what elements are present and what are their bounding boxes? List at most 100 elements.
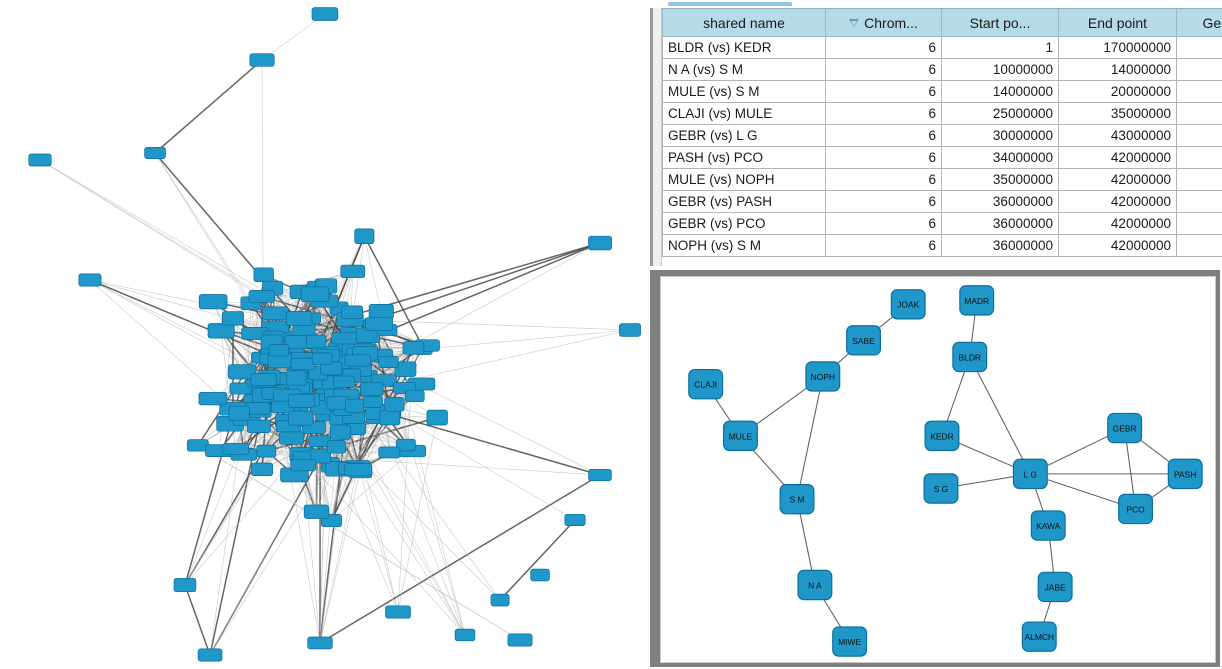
node-shape[interactable] — [384, 397, 405, 412]
full-network-node[interactable] — [221, 311, 244, 326]
full-network-node[interactable] — [619, 323, 641, 337]
full-network-node[interactable] — [564, 513, 586, 526]
table-row[interactable]: NOPH (vs) S M636000000420000009.9 — [662, 234, 1222, 257]
node-shape[interactable] — [402, 341, 425, 355]
node-shape[interactable] — [952, 341, 988, 373]
node-shape[interactable] — [279, 431, 305, 445]
full-network-node[interactable] — [285, 370, 307, 386]
full-network-edge[interactable] — [261, 13, 326, 61]
full-network-edge[interactable] — [499, 519, 576, 601]
subnetwork-node[interactable]: KAWA — [1030, 510, 1066, 541]
subnetwork-node[interactable]: GEBR — [1107, 412, 1143, 444]
node-shape[interactable] — [207, 323, 235, 339]
cell-chromosome[interactable]: 6 — [825, 80, 942, 103]
cell-genetic[interactable]: 8.4 — [1176, 212, 1222, 235]
full-network-node[interactable] — [248, 290, 276, 303]
cell-end_point[interactable]: 42000000 — [1058, 212, 1177, 235]
node-shape[interactable] — [1107, 412, 1143, 444]
full-network-node[interactable] — [253, 267, 274, 283]
full-network-edge[interactable] — [331, 450, 413, 521]
node-shape[interactable] — [344, 354, 371, 367]
node-shape[interactable] — [1118, 493, 1154, 525]
cell-chromosome[interactable]: 6 — [825, 168, 942, 191]
node-shape[interactable] — [311, 7, 339, 21]
cell-genetic[interactable]: 7.5 — [1176, 80, 1222, 103]
full-network-node[interactable] — [207, 323, 235, 339]
full-network-node[interactable] — [490, 593, 510, 607]
full-network-edge[interactable] — [301, 454, 466, 636]
full-network-node[interactable] — [588, 235, 612, 251]
node-shape[interactable] — [249, 53, 275, 67]
cell-chromosome[interactable]: 6 — [825, 146, 942, 169]
cell-end_point[interactable]: 42000000 — [1058, 234, 1177, 257]
cell-chromosome[interactable]: 6 — [825, 190, 942, 213]
node-shape[interactable] — [248, 290, 276, 303]
cell-genetic[interactable]: 5.9 — [1176, 102, 1222, 125]
subnetwork-node[interactable]: ALMCH — [1021, 621, 1057, 652]
cell-end_point[interactable]: 170000000 — [1058, 36, 1177, 59]
cell-shared_name[interactable]: BLDR (vs) KEDR — [662, 36, 826, 59]
full-network-node[interactable] — [344, 463, 373, 477]
full-network-node[interactable] — [256, 444, 277, 458]
cell-end_point[interactable]: 42000000 — [1058, 146, 1177, 169]
full-network-edge[interactable] — [319, 471, 361, 644]
full-network-edge[interactable] — [357, 469, 466, 636]
cell-end_point[interactable]: 42000000 — [1058, 168, 1177, 191]
node-shape[interactable] — [341, 305, 364, 319]
subnetwork-edge[interactable] — [1030, 473, 1136, 510]
node-shape[interactable] — [959, 285, 995, 316]
node-shape[interactable] — [619, 323, 641, 337]
full-network-node[interactable] — [285, 311, 313, 326]
full-network-node[interactable] — [306, 334, 327, 349]
full-network-node[interactable] — [530, 568, 550, 582]
full-network-node[interactable] — [288, 393, 315, 408]
node-shape[interactable] — [426, 409, 448, 426]
node-shape[interactable] — [198, 294, 228, 310]
node-shape[interactable] — [300, 286, 330, 302]
full-network-node[interactable] — [268, 344, 289, 357]
full-network-node[interactable] — [28, 153, 52, 167]
full-network-edge[interactable] — [184, 584, 211, 656]
node-shape[interactable] — [345, 398, 365, 413]
subnetwork-node[interactable]: SABE — [846, 325, 882, 356]
full-network-edge[interactable] — [397, 417, 438, 613]
full-network-edge[interactable] — [319, 467, 358, 644]
subnetwork-node[interactable]: MIWE — [832, 626, 868, 657]
full-network-node[interactable] — [454, 628, 476, 642]
full-network-node[interactable] — [250, 373, 277, 387]
full-network-edge[interactable] — [209, 464, 331, 656]
subnetwork-edge[interactable] — [969, 356, 1031, 475]
node-shape[interactable] — [307, 636, 333, 650]
table-row[interactable]: GEBR (vs) PASH636000000420000008.9 — [662, 190, 1222, 213]
subnetwork-node[interactable]: PCO — [1118, 493, 1154, 525]
full-network-edge[interactable] — [319, 446, 337, 644]
cell-chromosome[interactable]: 6 — [825, 234, 942, 257]
node-shape[interactable] — [253, 267, 274, 283]
cell-chromosome[interactable]: 6 — [825, 36, 942, 59]
full-network-edge[interactable] — [209, 455, 321, 656]
table-row[interactable]: BLDR (vs) KEDR61170000000192.0 — [662, 36, 1222, 59]
cell-shared_name[interactable]: CLAJI (vs) MULE — [662, 102, 826, 125]
node-shape[interactable] — [326, 440, 346, 454]
full-network-node[interactable] — [228, 405, 250, 422]
table-scrollbar[interactable] — [653, 8, 662, 266]
full-network-node[interactable] — [330, 424, 351, 440]
node-shape[interactable] — [306, 334, 327, 349]
cell-shared_name[interactable]: GEBR (vs) PCO — [662, 212, 826, 235]
full-network-node[interactable] — [144, 146, 166, 159]
subnetwork-node[interactable]: JOAK — [890, 289, 926, 320]
node-shape[interactable] — [288, 393, 315, 408]
full-network-node[interactable] — [249, 53, 275, 67]
full-network-edge[interactable] — [197, 445, 521, 641]
cell-start_point[interactable]: 35000000 — [941, 168, 1059, 191]
node-shape[interactable] — [287, 410, 314, 426]
node-shape[interactable] — [890, 289, 926, 320]
cell-genetic[interactable]: 10.5 — [1176, 168, 1222, 191]
subnetwork-node[interactable]: CLAJI — [688, 369, 724, 400]
subnetwork-node[interactable]: KEDR — [924, 420, 960, 452]
full-network-node[interactable] — [287, 410, 314, 426]
table-row[interactable]: PASH (vs) PCO6340000004200000011.4 — [662, 146, 1222, 169]
full-network-node[interactable] — [404, 389, 425, 403]
subnetwork-node[interactable]: MULE — [722, 420, 758, 452]
cell-end_point[interactable]: 14000000 — [1058, 58, 1177, 81]
